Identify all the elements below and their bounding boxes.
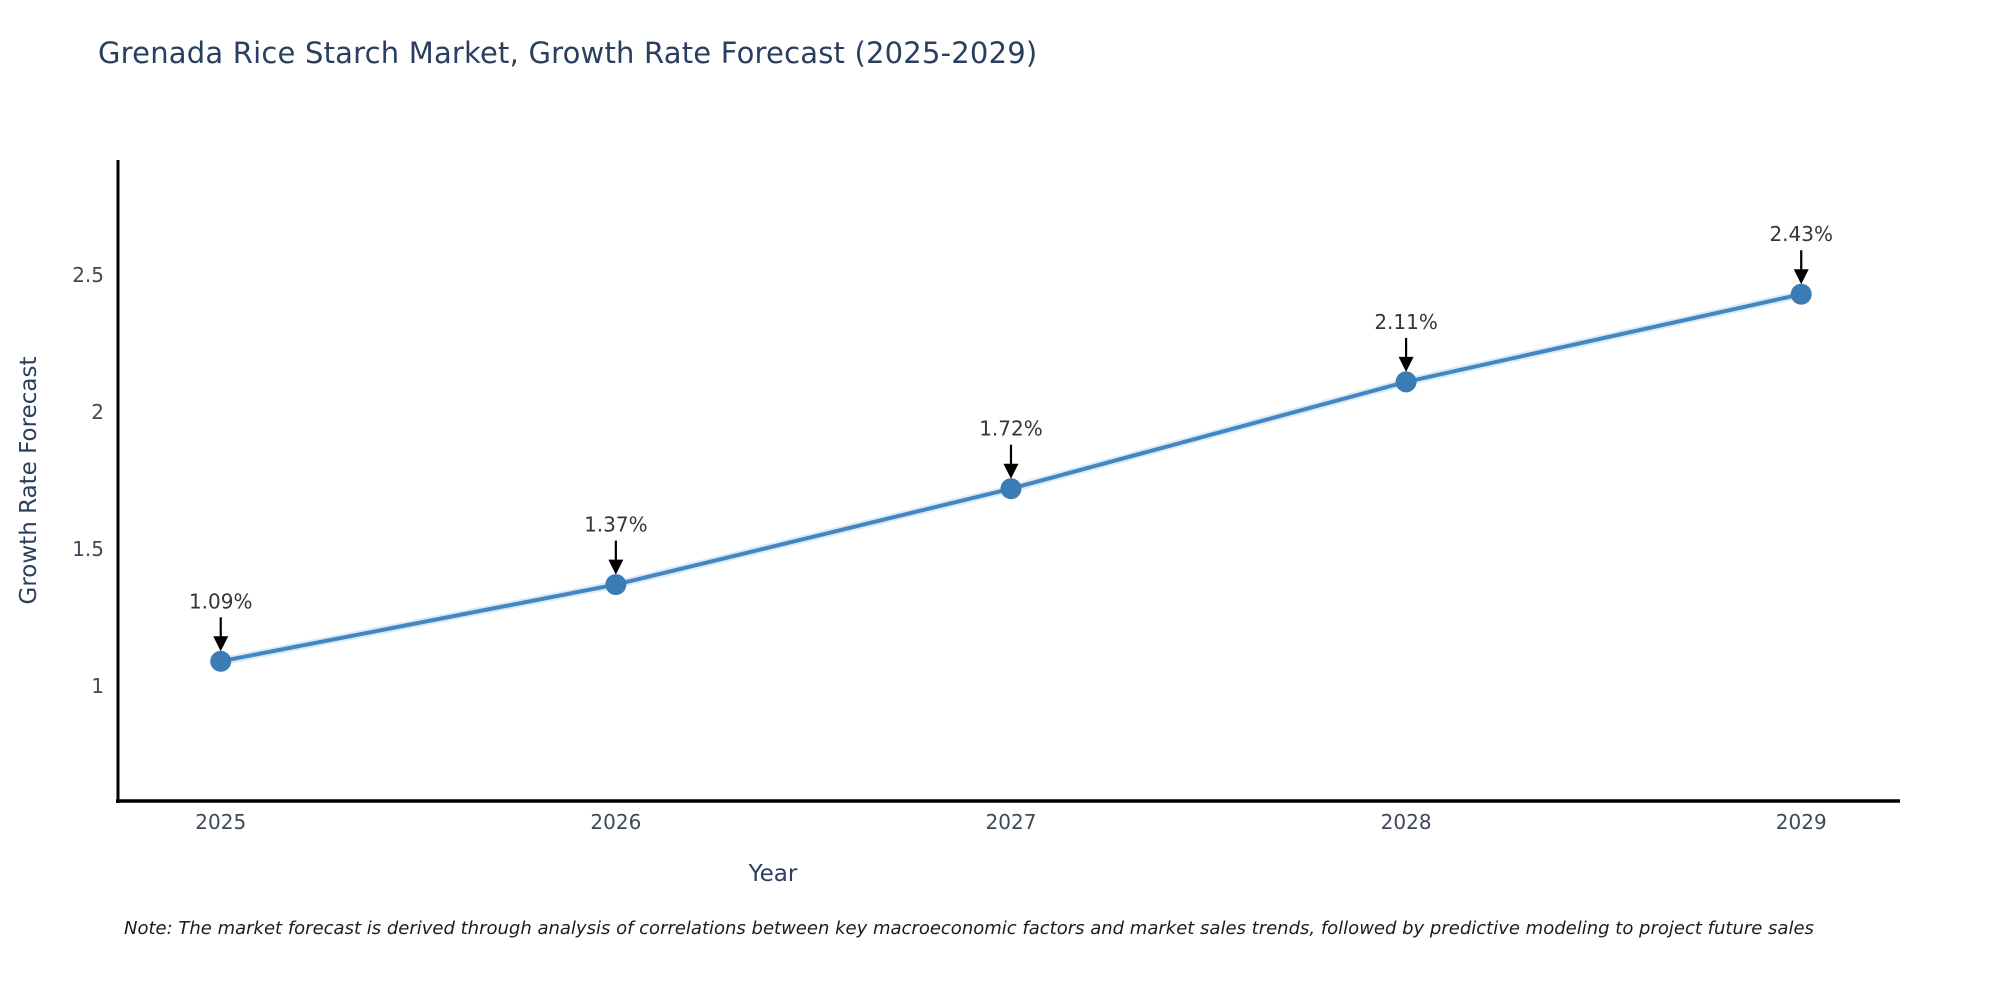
data-point-marker xyxy=(1790,283,1812,305)
annotation-arrowhead-icon xyxy=(1398,356,1414,372)
x-tick-label: 2026 xyxy=(590,810,641,834)
data-point-label: 1.72% xyxy=(979,417,1043,441)
annotation-arrowhead-icon xyxy=(608,559,624,575)
data-point-label: 2.43% xyxy=(1769,222,1833,246)
annotation-arrowhead-icon xyxy=(213,636,229,652)
data-point-marker xyxy=(1000,478,1022,500)
data-point-marker xyxy=(210,650,232,672)
chart-footnote: Note: The market forecast is derived thr… xyxy=(124,918,1814,939)
x-axis-title: Year xyxy=(748,861,798,887)
data-point-label: 2.11% xyxy=(1374,310,1438,334)
data-point-marker xyxy=(1395,371,1417,393)
x-tick-label: 2027 xyxy=(986,810,1037,834)
y-tick-label: 2.5 xyxy=(72,263,104,287)
data-point-label: 1.37% xyxy=(584,513,648,537)
y-tick-label: 1 xyxy=(91,674,104,698)
y-axis-title: Growth Rate Forecast xyxy=(16,357,42,605)
x-tick-label: 2028 xyxy=(1381,810,1432,834)
data-point-label: 1.09% xyxy=(189,589,253,613)
annotation-arrowhead-icon xyxy=(1003,463,1019,479)
y-tick-label: 1.5 xyxy=(72,537,104,561)
data-point-marker xyxy=(605,574,627,596)
annotation-arrowhead-icon xyxy=(1793,269,1809,285)
y-tick-label: 2 xyxy=(91,400,104,424)
x-tick-label: 2025 xyxy=(195,810,246,834)
chart-title: Grenada Rice Starch Market, Growth Rate … xyxy=(98,36,1038,70)
x-tick-label: 2029 xyxy=(1776,810,1827,834)
